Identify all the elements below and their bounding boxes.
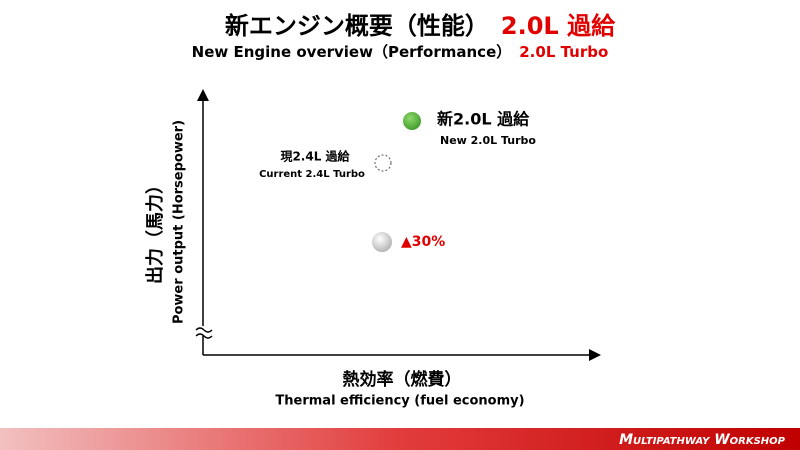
new-engine-point <box>403 112 421 130</box>
y-axis-label-ja: 出力（馬力） <box>144 176 166 284</box>
axis-break <box>195 326 213 339</box>
current-engine-point <box>374 154 392 172</box>
reference-point <box>372 232 392 252</box>
point-label-en: New 2.0L Turbo <box>440 134 536 147</box>
subtitle: New Engine overview（Performance） 2.0L Tur… <box>192 43 609 61</box>
point-label-en: Current 2.4L Turbo <box>259 169 365 180</box>
footer-text: Multipathway Workshop <box>619 432 786 448</box>
point-label-ja: 新2.0L 過給 <box>437 110 530 129</box>
x-axis-label-en: Thermal efficiency (fuel economy) <box>275 394 524 409</box>
x-axis-label-ja: 熱効率（燃費） <box>343 369 462 390</box>
title: 新エンジン概要（性能） 2.0L 過給 <box>225 12 616 40</box>
footer-band <box>0 428 800 450</box>
y-axis-label-en: Power output (Horsepower) <box>172 120 187 324</box>
point-label-ja: 現2.4L 過給 <box>280 149 350 164</box>
reduction-label: ▲30% <box>401 234 445 250</box>
